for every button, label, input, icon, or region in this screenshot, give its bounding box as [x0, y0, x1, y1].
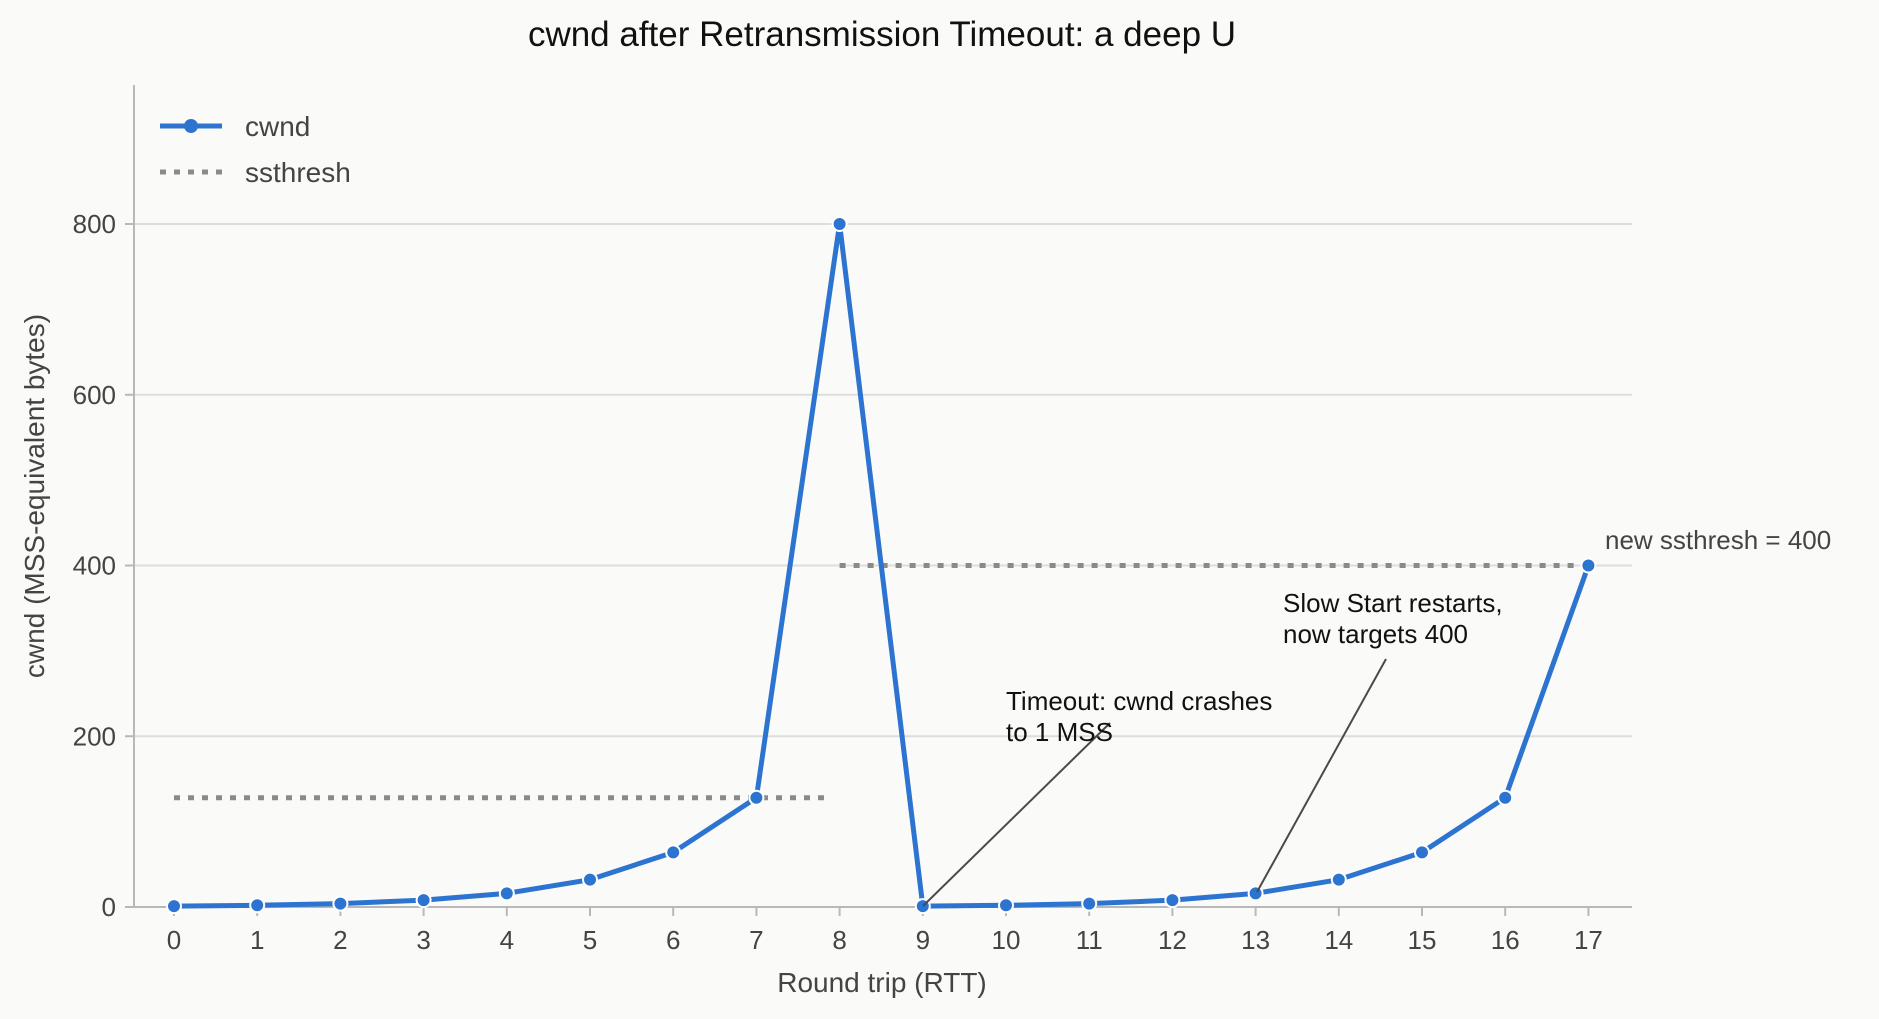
annotation-slow-start-line-1: Slow Start restarts,	[1283, 588, 1503, 618]
annotation-timeout-line-2: to 1 MSS	[1006, 717, 1113, 747]
x-axis-label: Round trip (RTT)	[777, 967, 987, 998]
cwnd-point	[1330, 871, 1347, 888]
cwnd-point	[332, 895, 349, 912]
annotation-slow-start: Slow Start restarts, now targets 400	[1283, 588, 1510, 649]
x-tick-label: 9	[916, 925, 930, 955]
x-tick-label: 13	[1241, 925, 1270, 955]
x-tick-label: 3	[416, 925, 430, 955]
x-tick-label: 4	[500, 925, 514, 955]
annotation-timeout-line-1: Timeout: cwnd crashes	[1006, 686, 1272, 716]
annotation-slow-start-arrow	[1256, 658, 1387, 893]
y-ticks: 0 200 400 600 800	[73, 209, 134, 922]
x-ticks: 0 1 2 3 4 5 6 7 8 9 10 11 12 13 14 15 16 17	[167, 907, 1603, 955]
cwnd-point	[498, 885, 515, 902]
annotation-slow-start-line-2: now targets 400	[1283, 619, 1468, 649]
y-tick-label: 200	[73, 721, 116, 751]
y-tick-label: 600	[73, 380, 116, 410]
cwnd-point	[998, 897, 1014, 914]
cwnd-point	[1081, 895, 1098, 912]
y-tick-label: 0	[102, 892, 116, 922]
cwnd-point	[1164, 892, 1181, 909]
cwnd-point	[1580, 557, 1597, 574]
x-tick-label: 15	[1408, 925, 1437, 955]
y-tick-label: 400	[73, 551, 116, 581]
cwnd-point	[415, 892, 432, 909]
cwnd-point	[1414, 844, 1430, 861]
x-tick-label: 14	[1324, 925, 1353, 955]
cwnd-point	[249, 897, 266, 914]
cwnd-point	[665, 844, 682, 861]
x-tick-label: 7	[749, 925, 763, 955]
cwnd-point	[1497, 789, 1514, 806]
x-tick-label: 6	[666, 925, 680, 955]
annotation-new-ssthresh: new ssthresh = 400	[1605, 525, 1831, 555]
x-tick-label: 12	[1158, 925, 1187, 955]
cwnd-point	[582, 871, 598, 888]
x-tick-label: 11	[1076, 925, 1103, 955]
y-tick-label: 800	[73, 209, 116, 239]
cwnd-point	[831, 216, 848, 232]
x-tick-label: 1	[250, 925, 264, 955]
cwnd-series	[166, 216, 1597, 915]
annotations: Timeout: cwnd crashes to 1 MSS Slow Star…	[922, 525, 1831, 907]
x-tick-label: 17	[1574, 925, 1603, 955]
annotation-timeout-arrow	[922, 722, 1111, 907]
legend: cwnd ssthresh	[160, 111, 351, 188]
cwnd-line	[171, 221, 1591, 909]
x-tick-label: 16	[1491, 925, 1520, 955]
legend-ssthresh-label: ssthresh	[245, 157, 351, 188]
y-axis-label: cwnd (MSS-equivalent bytes)	[19, 314, 50, 678]
ssthresh-series	[174, 563, 1589, 801]
x-tick-label: 8	[832, 925, 846, 955]
legend-cwnd-label: cwnd	[245, 111, 310, 142]
cwnd-point	[166, 898, 182, 915]
x-tick-label: 5	[583, 925, 597, 955]
x-tick-label: 2	[333, 925, 347, 955]
x-tick-label: 10	[992, 925, 1021, 955]
legend-cwnd-marker	[184, 119, 198, 133]
annotation-timeout: Timeout: cwnd crashes to 1 MSS	[1006, 686, 1280, 747]
chart-title: cwnd after Retransmission Timeout: a dee…	[528, 15, 1236, 54]
x-tick-label: 0	[167, 925, 181, 955]
gridlines	[134, 223, 1632, 738]
cwnd-point	[748, 789, 765, 806]
cwnd-point	[1247, 885, 1264, 902]
